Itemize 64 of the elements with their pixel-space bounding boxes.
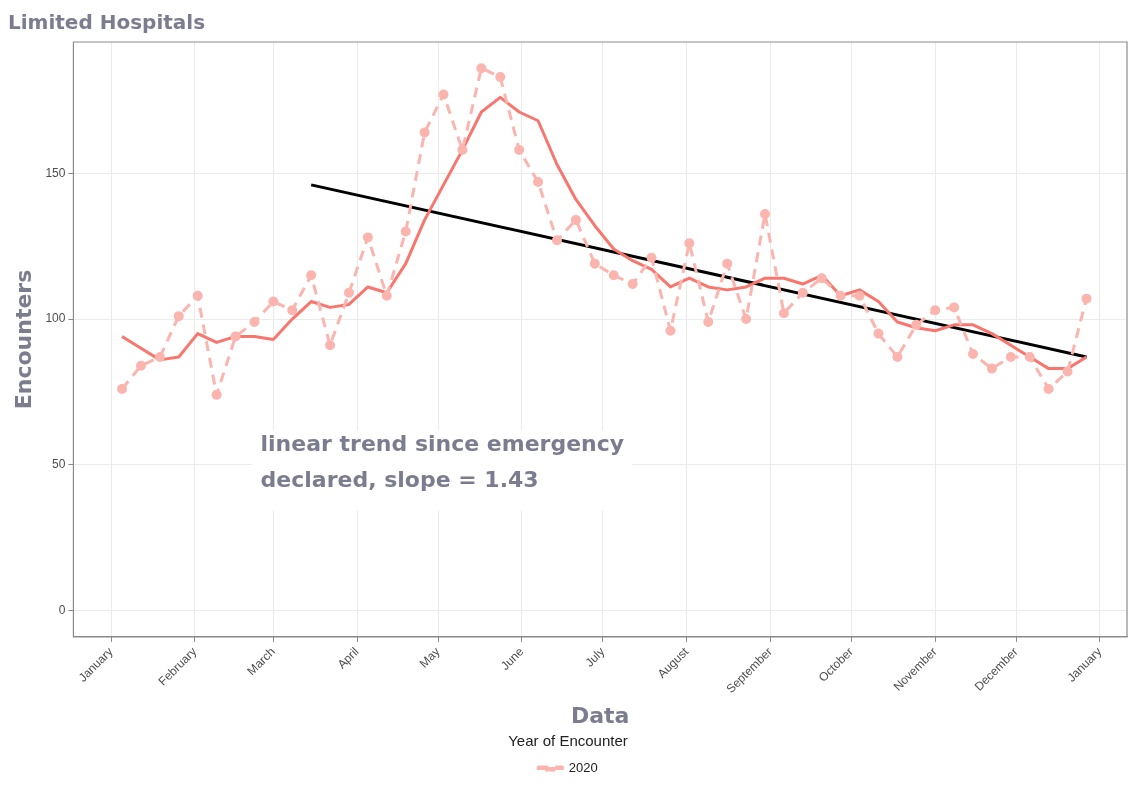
point (419, 127, 430, 138)
chart-title: Limited Hospitals (8, 10, 206, 35)
point (778, 308, 789, 319)
point (343, 287, 354, 298)
point (1024, 351, 1035, 362)
point (306, 270, 317, 281)
point (249, 316, 260, 327)
point (589, 258, 600, 269)
point (173, 311, 184, 322)
x-axis-title: Data (570, 702, 630, 728)
point (873, 328, 884, 339)
point (797, 287, 808, 298)
point (117, 384, 128, 395)
x-tick-label: July (582, 644, 608, 670)
y-tick-label: 150 (45, 165, 66, 180)
point (230, 331, 241, 342)
legend-label: 2020 (568, 760, 598, 776)
point (949, 302, 960, 313)
point (1005, 351, 1016, 362)
point (911, 319, 922, 330)
point (741, 314, 752, 325)
point (608, 270, 619, 281)
y-tick-label: 0 (58, 602, 66, 617)
point (665, 325, 676, 336)
point (514, 144, 525, 155)
point (287, 305, 298, 316)
point (400, 226, 411, 237)
point (192, 290, 203, 301)
point (703, 316, 714, 327)
point (495, 72, 506, 82)
point (438, 89, 449, 100)
point (1081, 293, 1092, 304)
x-tick-label: May (416, 644, 443, 671)
point (968, 349, 979, 360)
point (457, 144, 468, 155)
point (362, 232, 373, 243)
point (760, 209, 770, 220)
point (551, 235, 562, 246)
point (570, 214, 581, 225)
y-tick-label: 100 (45, 311, 66, 326)
point (211, 389, 222, 400)
point (930, 305, 941, 316)
y-axis-title: Encounters (10, 269, 36, 410)
point (1062, 366, 1073, 377)
legend-title: Year of Encounter (508, 731, 628, 749)
point (154, 351, 165, 362)
y-tick-label: 50 (52, 457, 66, 472)
point (533, 176, 544, 187)
point (892, 351, 903, 362)
point (135, 360, 146, 371)
point (268, 296, 279, 307)
point (381, 290, 392, 301)
point (835, 290, 846, 301)
point (325, 340, 336, 351)
annotation: linear trend since emergency declared, slope = 1.43 (260, 431, 625, 493)
point (476, 63, 487, 74)
point (627, 279, 638, 290)
point (684, 238, 695, 249)
point (722, 258, 733, 269)
point (986, 363, 997, 374)
point (646, 252, 657, 263)
point (854, 290, 865, 301)
point (816, 273, 827, 284)
point (1043, 384, 1054, 395)
